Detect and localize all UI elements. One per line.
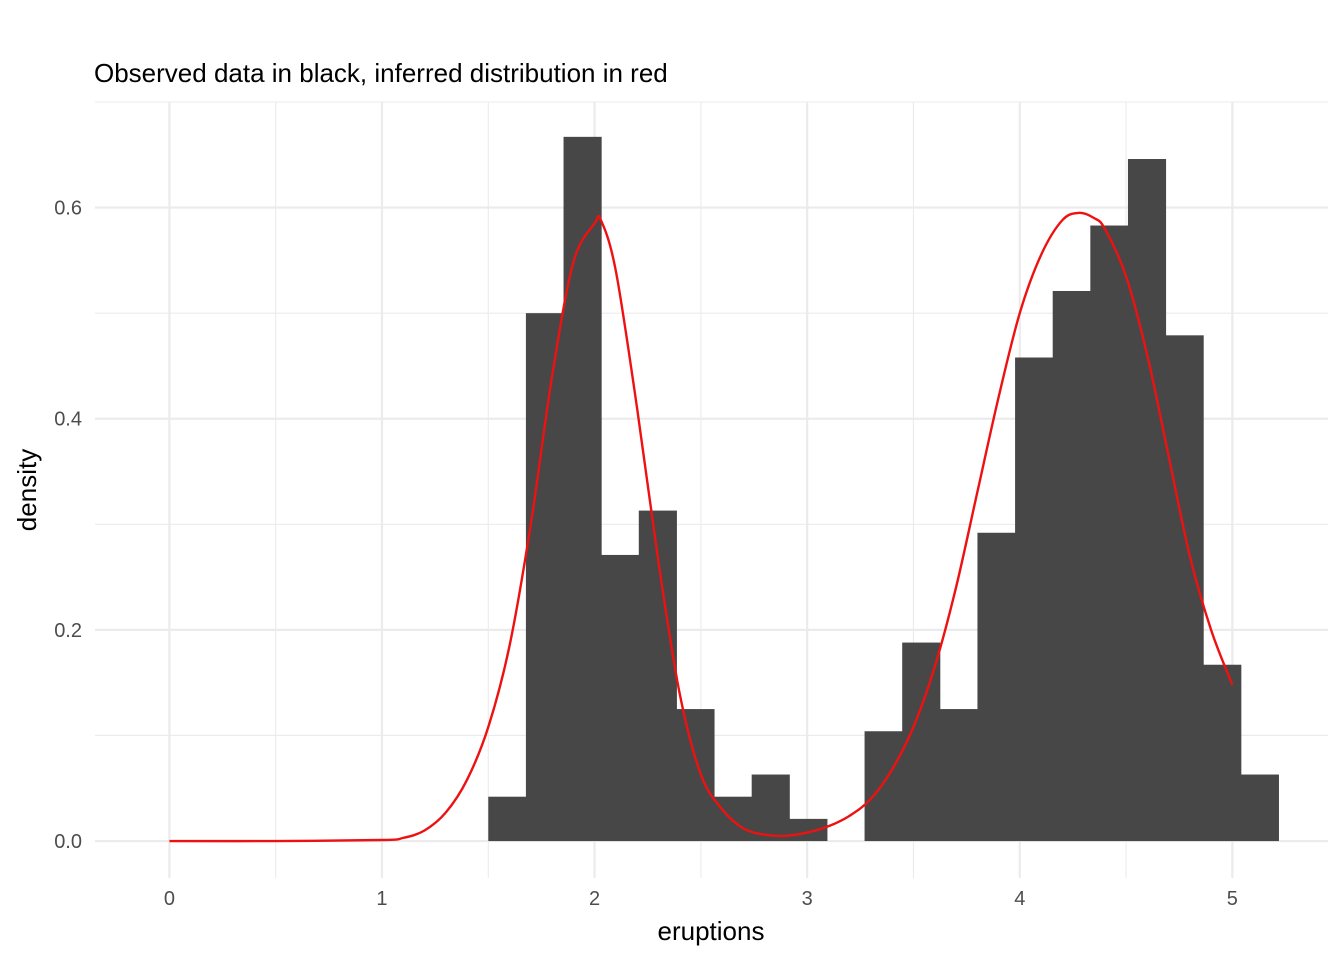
histogram-bar [1240, 774, 1279, 842]
y-tick-label: 0.0 [54, 831, 82, 853]
histogram-bar [751, 774, 790, 842]
histogram-bar [488, 796, 527, 842]
y-axis-title: density [12, 449, 42, 531]
histogram-bar [1203, 664, 1242, 842]
y-tick-label: 0.6 [54, 198, 82, 220]
histogram-bar [977, 532, 1016, 842]
histogram-bar [864, 731, 903, 842]
histogram-bar [676, 709, 715, 842]
histogram-bar [1090, 225, 1129, 842]
histogram-bar [714, 796, 753, 842]
y-tick-label: 0.2 [54, 620, 82, 642]
histogram-bar [1127, 159, 1167, 842]
histogram-bar [525, 313, 565, 842]
histogram-bar [1052, 290, 1091, 842]
histogram-bar [563, 136, 602, 842]
x-tick-label: 2 [589, 888, 600, 910]
y-tick-label: 0.4 [54, 409, 82, 431]
x-axis-title: eruptions [658, 916, 765, 946]
y-tick-labels: 0.0 0.2 0.4 0.6 [54, 198, 82, 853]
histogram-bar [1015, 357, 1054, 842]
chart-title: Observed data in black, inferred distrib… [94, 58, 668, 88]
x-tick-label: 0 [164, 888, 175, 910]
inferred-distribution-line [169, 211, 1234, 843]
x-tick-label: 1 [376, 888, 387, 910]
histogram-bar [902, 642, 941, 842]
histogram-bars [488, 136, 1279, 842]
x-tick-label: 5 [1227, 888, 1238, 910]
histogram-bar [939, 709, 978, 842]
x-tick-label: 3 [802, 888, 813, 910]
histogram-bar [789, 818, 828, 842]
x-tick-labels: 0 1 2 3 4 5 [164, 888, 1238, 910]
x-tick-label: 4 [1014, 888, 1025, 910]
histogram-bar [601, 554, 640, 842]
